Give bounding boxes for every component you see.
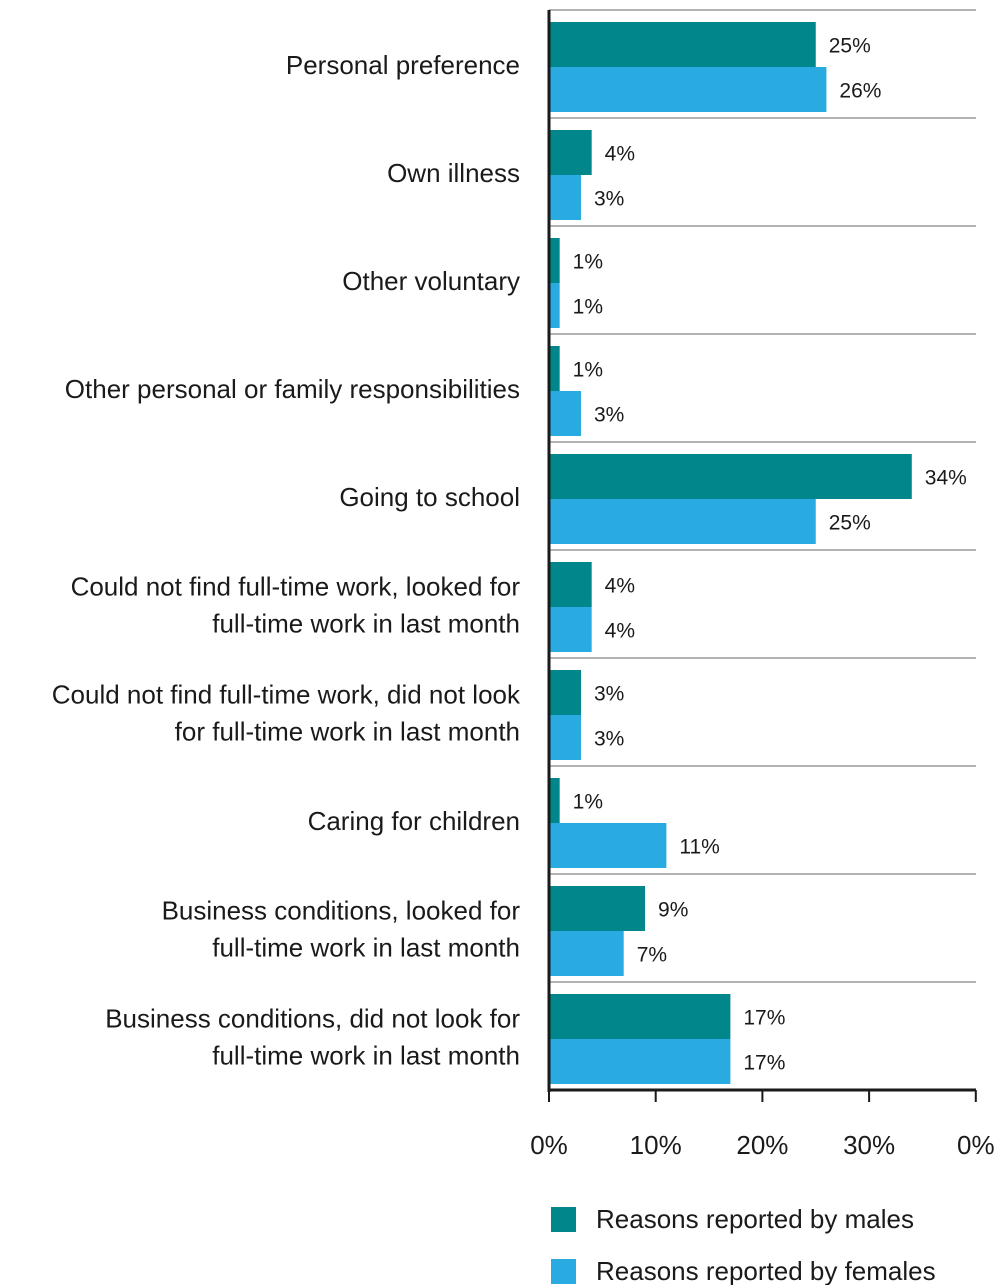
legend: Reasons reported by males Reasons reporte… bbox=[551, 1204, 936, 1285]
male-value-label: 1% bbox=[573, 359, 603, 382]
female-value-label: 7% bbox=[637, 944, 667, 967]
female-value-label: 3% bbox=[594, 188, 624, 211]
x-tick-label: 0% bbox=[530, 1130, 568, 1160]
category-label: full-time work in last month bbox=[212, 1041, 520, 1071]
female-bar bbox=[549, 715, 582, 760]
legend-swatch-males bbox=[551, 1207, 576, 1232]
female-bar bbox=[549, 175, 582, 220]
x-tick-label: 0% bbox=[957, 1130, 995, 1160]
category-label: Business conditions, looked for bbox=[162, 896, 521, 926]
female-value-label: 26% bbox=[839, 80, 881, 103]
category-label: Other personal or family responsibilitie… bbox=[65, 374, 520, 404]
category-label: full-time work in last month bbox=[212, 609, 520, 639]
category-label: Could not find full-time work, did not l… bbox=[52, 680, 521, 710]
male-value-label: 3% bbox=[594, 683, 624, 706]
female-bar bbox=[549, 607, 592, 652]
category-label: Caring for children bbox=[308, 806, 520, 836]
x-axis-ticks: 0% 10% 20% 30% 0% bbox=[530, 1090, 995, 1160]
category-separators bbox=[549, 9, 976, 983]
male-bar bbox=[549, 562, 592, 607]
male-bar bbox=[549, 778, 560, 823]
male-bar bbox=[549, 670, 582, 715]
category-label: full-time work in last month bbox=[212, 933, 520, 963]
male-bar bbox=[549, 994, 731, 1039]
x-tick-label: 30% bbox=[843, 1130, 895, 1160]
female-value-label: 17% bbox=[743, 1052, 785, 1075]
female-bar bbox=[549, 283, 560, 328]
male-value-label: 25% bbox=[829, 35, 871, 58]
female-bar bbox=[549, 391, 582, 436]
x-tick-label: 10% bbox=[630, 1130, 682, 1160]
legend-label-females: Reasons reported by females bbox=[596, 1256, 936, 1285]
value-labels: 25% 26% 4% 3% 1% 1% 1% 3% 34% 25% 4% 4% 3% 3% 1% 11% 9% 7… bbox=[573, 35, 967, 1075]
category-label: Personal preference bbox=[286, 50, 520, 80]
category-label: Business conditions, did not look for bbox=[105, 1004, 520, 1034]
male-value-label: 4% bbox=[605, 575, 635, 598]
male-bar bbox=[549, 238, 560, 283]
female-bar bbox=[549, 931, 624, 976]
male-value-label: 9% bbox=[658, 899, 688, 922]
male-bar bbox=[549, 346, 560, 391]
female-value-label: 11% bbox=[679, 836, 719, 859]
bars bbox=[549, 22, 912, 1084]
legend-swatch-females bbox=[551, 1259, 576, 1284]
female-bar bbox=[549, 499, 816, 544]
female-bar bbox=[549, 823, 667, 868]
category-label: Other voluntary bbox=[342, 266, 520, 296]
category-label: Own illness bbox=[387, 158, 520, 188]
male-value-label: 1% bbox=[573, 251, 603, 274]
female-value-label: 25% bbox=[829, 512, 871, 535]
female-value-label: 3% bbox=[594, 728, 624, 751]
legend-label-males: Reasons reported by males bbox=[596, 1204, 914, 1234]
male-value-label: 4% bbox=[605, 143, 635, 166]
category-labels: Personal preference Own illness Other volu… bbox=[52, 50, 521, 1071]
male-value-label: 1% bbox=[573, 791, 603, 814]
category-label: Going to school bbox=[339, 482, 520, 512]
female-value-label: 1% bbox=[573, 296, 603, 319]
male-bar bbox=[549, 22, 816, 67]
x-tick-label: 20% bbox=[736, 1130, 788, 1160]
female-bar bbox=[549, 1039, 731, 1084]
female-value-label: 3% bbox=[594, 404, 624, 427]
male-bar bbox=[549, 454, 912, 499]
female-value-label: 4% bbox=[605, 620, 635, 643]
category-label: Could not find full-time work, looked fo… bbox=[71, 572, 521, 602]
male-bar bbox=[549, 886, 646, 931]
male-value-label: 34% bbox=[925, 467, 967, 490]
male-bar bbox=[549, 130, 592, 175]
female-bar bbox=[549, 67, 827, 112]
male-value-label: 17% bbox=[743, 1007, 785, 1030]
category-label: for full-time work in last month bbox=[175, 717, 520, 747]
